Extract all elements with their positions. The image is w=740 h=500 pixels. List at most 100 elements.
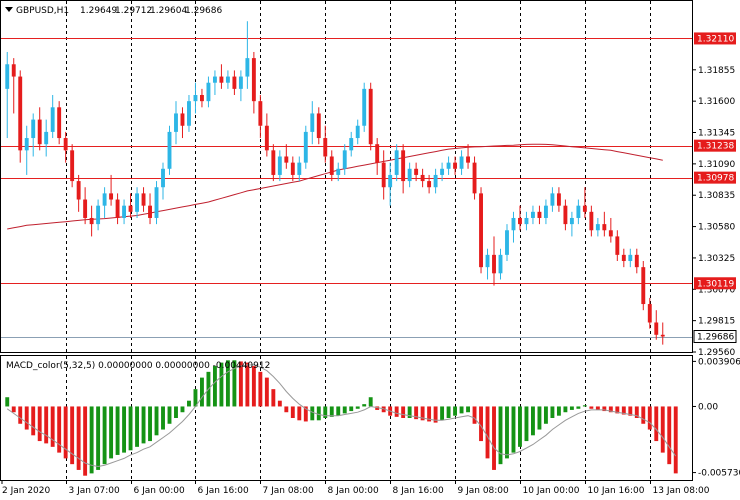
macd-bar bbox=[5, 397, 10, 407]
candle bbox=[569, 211, 574, 237]
candle bbox=[109, 174, 114, 206]
candle bbox=[180, 107, 185, 139]
candle bbox=[349, 131, 354, 157]
candle bbox=[368, 82, 373, 151]
time-tick-label: 8 Jan 16:00 bbox=[393, 486, 445, 496]
macd-bar bbox=[232, 360, 237, 407]
candle bbox=[615, 230, 620, 262]
candle-body bbox=[531, 211, 535, 218]
candle-body bbox=[479, 193, 483, 268]
macd-bar bbox=[466, 406, 470, 413]
candle-body bbox=[446, 162, 451, 169]
candle bbox=[388, 162, 393, 206]
candle bbox=[225, 70, 230, 89]
candle bbox=[524, 211, 529, 231]
level-price-tag: 1.30978 bbox=[694, 171, 736, 184]
candle bbox=[498, 248, 503, 280]
candle bbox=[401, 144, 406, 194]
macd-bar bbox=[407, 406, 412, 418]
macd-bar bbox=[277, 400, 282, 407]
candle bbox=[264, 113, 269, 157]
macd-bar bbox=[50, 406, 55, 447]
candle-body bbox=[342, 150, 347, 169]
time-tick-label: 10 Jan 16:00 bbox=[588, 486, 645, 496]
candle bbox=[582, 187, 587, 218]
level-price-tag: 1.32110 bbox=[694, 32, 736, 45]
candle-body bbox=[271, 150, 276, 175]
candle bbox=[219, 64, 224, 89]
candle bbox=[531, 205, 535, 225]
candle-body bbox=[264, 125, 269, 151]
macd-bar bbox=[24, 406, 29, 430]
candle-body bbox=[115, 199, 120, 218]
candle bbox=[63, 131, 68, 163]
candle bbox=[206, 76, 211, 108]
candle-body bbox=[472, 162, 477, 194]
candle bbox=[576, 199, 581, 225]
candle bbox=[556, 187, 561, 212]
candle-body bbox=[96, 205, 101, 225]
macd-bar bbox=[167, 406, 172, 424]
candle-body bbox=[459, 156, 464, 169]
candle bbox=[297, 156, 302, 182]
candle bbox=[518, 205, 522, 231]
level-price-tag-bg bbox=[694, 171, 736, 184]
time-tick-label: 13 Jan 08:00 bbox=[653, 486, 710, 496]
candle bbox=[83, 187, 88, 225]
candle bbox=[375, 138, 380, 175]
dropdown-triangle-icon[interactable] bbox=[5, 7, 13, 12]
candle-body bbox=[556, 193, 561, 206]
candle-body bbox=[187, 101, 191, 126]
macd-bar bbox=[556, 406, 561, 416]
macd-bar bbox=[251, 366, 256, 407]
macd-bar bbox=[550, 406, 555, 418]
macd-bar bbox=[31, 406, 36, 436]
macd-bar bbox=[427, 406, 432, 422]
candle bbox=[122, 199, 127, 225]
macd-bar bbox=[18, 406, 23, 424]
candle bbox=[381, 150, 386, 200]
candle-body bbox=[212, 76, 217, 83]
candle-body bbox=[57, 107, 62, 139]
macd-bar bbox=[109, 406, 114, 459]
candle bbox=[453, 156, 458, 175]
candle-body bbox=[316, 113, 321, 139]
candle bbox=[355, 119, 360, 145]
candle-body bbox=[219, 76, 224, 83]
macd-bar bbox=[154, 406, 159, 436]
macd-bar bbox=[290, 406, 295, 418]
macd-bar bbox=[660, 406, 665, 453]
ohlc-close: 1.29686 bbox=[185, 6, 222, 16]
candle bbox=[290, 156, 295, 182]
candle bbox=[303, 125, 308, 169]
macd-histogram-layer bbox=[5, 360, 678, 476]
macd-bar bbox=[219, 362, 224, 407]
macd-bar bbox=[628, 406, 633, 416]
chart-header: GBPUSD,H1 1.29649 1.29712 1.29604 1.2968… bbox=[5, 6, 222, 16]
macd-bar bbox=[316, 406, 321, 421]
candle-body bbox=[524, 217, 529, 225]
macd-bar bbox=[440, 406, 445, 421]
macd-bar bbox=[148, 406, 152, 442]
price-tick-label: 1.30835 bbox=[698, 191, 735, 201]
macd-bar bbox=[654, 406, 659, 442]
macd-bar bbox=[329, 406, 334, 417]
candle-body bbox=[336, 168, 341, 175]
candle-body bbox=[440, 168, 445, 175]
macd-bar bbox=[472, 406, 477, 424]
candle bbox=[115, 193, 120, 225]
candle-body bbox=[355, 125, 360, 139]
macd-axis: 0.0039065 0.00 -0.005730 bbox=[692, 357, 740, 479]
candle bbox=[135, 187, 139, 218]
macd-bar bbox=[102, 406, 107, 465]
candle bbox=[102, 187, 107, 218]
macd-bar bbox=[180, 406, 185, 413]
price-tick-label: 1.30580 bbox=[698, 223, 735, 233]
current-price-tag: 1.29686 bbox=[693, 330, 737, 344]
candle-body bbox=[323, 138, 328, 157]
candle bbox=[446, 156, 451, 175]
ohlc-high: 1.29712 bbox=[115, 6, 152, 16]
candle-body bbox=[498, 254, 503, 274]
candle-body bbox=[11, 64, 16, 77]
time-tick-label: 7 Jan 08:00 bbox=[263, 486, 315, 496]
